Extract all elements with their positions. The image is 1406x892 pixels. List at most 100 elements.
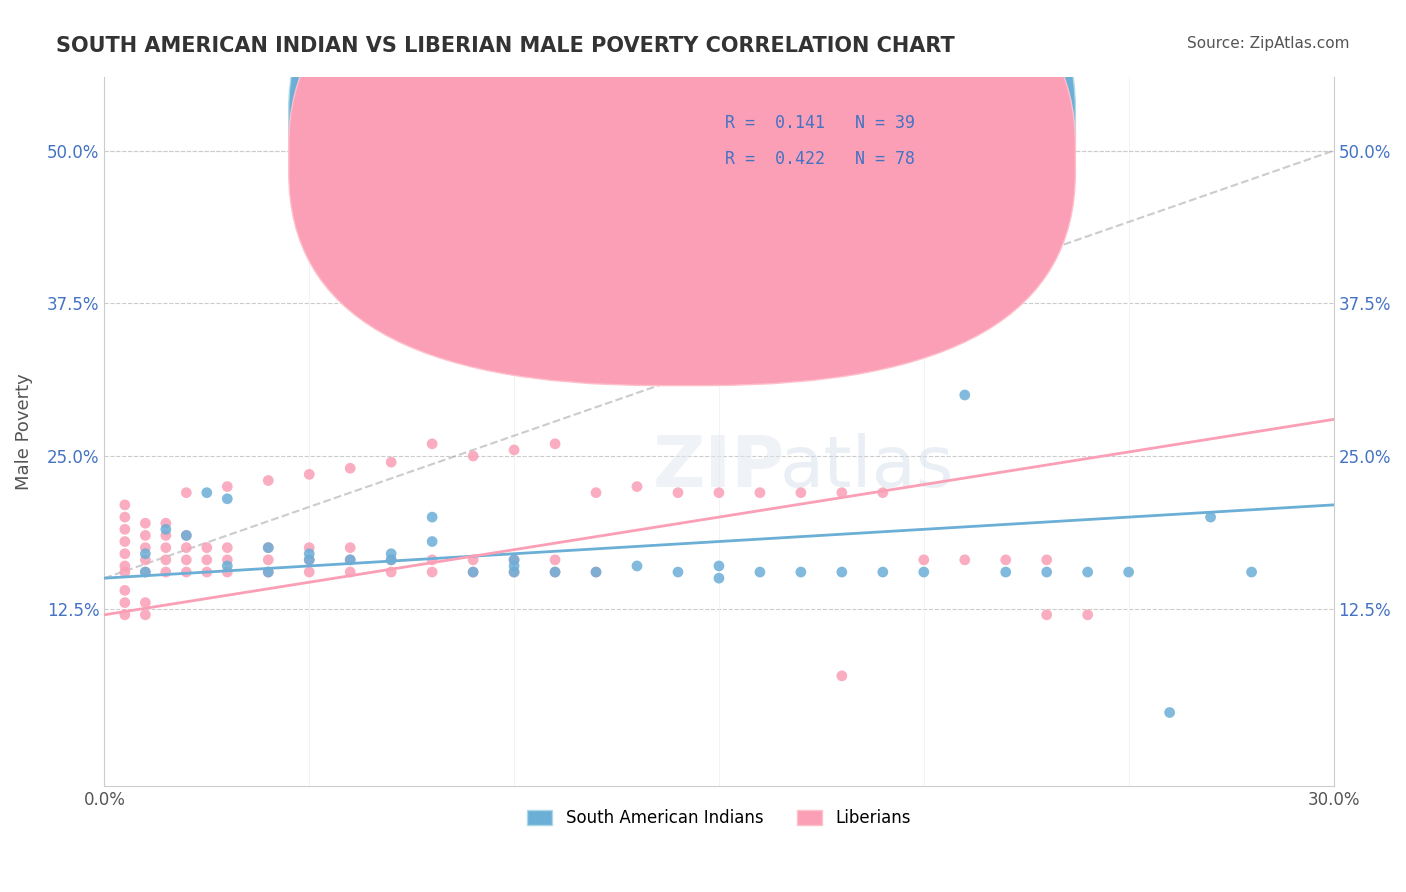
Text: Source: ZipAtlas.com: Source: ZipAtlas.com (1187, 36, 1350, 51)
Point (380, 553, 402, 567)
Point (217, 553, 239, 567)
Point (155, 553, 177, 567)
Point (707, 571, 730, 585)
Point (134, 547, 156, 561)
Point (176, 528, 198, 542)
Point (134, 528, 156, 542)
Point (195, 485, 218, 500)
Point (503, 565, 526, 579)
Point (114, 596, 136, 610)
Point (707, 558, 730, 573)
Text: atlas: atlas (779, 433, 953, 501)
Point (114, 522, 136, 536)
Point (420, 534, 443, 549)
Point (626, 229, 648, 244)
Point (1159, 706, 1181, 720)
Point (831, 485, 853, 500)
Point (134, 565, 156, 579)
Point (420, 437, 443, 451)
Text: R =  0.422   N = 78: R = 0.422 N = 78 (725, 150, 915, 168)
Point (114, 510, 136, 524)
Point (872, 485, 894, 500)
Point (790, 485, 813, 500)
Point (298, 547, 321, 561)
Point (912, 553, 935, 567)
Point (1035, 553, 1057, 567)
Point (1035, 565, 1057, 579)
Point (831, 565, 853, 579)
Text: SOUTH AMERICAN INDIAN VS LIBERIAN MALE POVERTY CORRELATION CHART: SOUTH AMERICAN INDIAN VS LIBERIAN MALE P… (56, 36, 955, 55)
Point (257, 565, 280, 579)
Point (134, 596, 156, 610)
Point (195, 541, 218, 555)
Point (155, 565, 177, 579)
Point (994, 565, 1017, 579)
Point (1118, 565, 1140, 579)
Point (339, 541, 361, 555)
Point (134, 541, 156, 555)
Point (155, 541, 177, 555)
Point (176, 528, 198, 542)
Point (380, 565, 402, 579)
Point (503, 553, 526, 567)
Point (585, 565, 607, 579)
Point (748, 565, 770, 579)
Point (114, 607, 136, 622)
Point (114, 565, 136, 579)
Point (155, 522, 177, 536)
Legend: South American Indians, Liberians: South American Indians, Liberians (520, 803, 917, 834)
Point (339, 461, 361, 475)
Point (994, 553, 1017, 567)
Point (298, 565, 321, 579)
Point (626, 558, 648, 573)
Point (544, 437, 567, 451)
Point (217, 558, 239, 573)
Point (790, 565, 813, 579)
Point (461, 565, 484, 579)
Point (339, 553, 361, 567)
Point (503, 558, 526, 573)
FancyBboxPatch shape (288, 0, 1076, 351)
Point (503, 553, 526, 567)
Point (155, 516, 177, 531)
Point (1240, 565, 1263, 579)
Point (461, 449, 484, 463)
Y-axis label: Male Poverty: Male Poverty (15, 373, 32, 490)
Point (626, 479, 648, 493)
Point (420, 510, 443, 524)
Point (114, 547, 136, 561)
Point (503, 442, 526, 457)
Point (339, 565, 361, 579)
Text: R =  0.141   N = 39: R = 0.141 N = 39 (725, 114, 915, 133)
Point (257, 474, 280, 488)
Point (257, 541, 280, 555)
Point (666, 565, 689, 579)
Point (707, 485, 730, 500)
Point (1199, 510, 1222, 524)
Point (420, 553, 443, 567)
Point (461, 553, 484, 567)
Point (176, 485, 198, 500)
Point (114, 534, 136, 549)
Point (748, 485, 770, 500)
Point (420, 565, 443, 579)
Point (134, 565, 156, 579)
Point (1077, 607, 1099, 622)
Point (953, 553, 976, 567)
Point (912, 565, 935, 579)
Point (1077, 565, 1099, 579)
FancyBboxPatch shape (288, 0, 1076, 385)
Point (380, 455, 402, 469)
Point (176, 565, 198, 579)
Point (257, 541, 280, 555)
Point (1035, 607, 1057, 622)
Point (380, 547, 402, 561)
Point (831, 669, 853, 683)
Point (114, 558, 136, 573)
Point (585, 565, 607, 579)
FancyBboxPatch shape (633, 92, 1026, 198)
Point (298, 541, 321, 555)
Point (114, 498, 136, 512)
Point (544, 565, 567, 579)
Point (503, 565, 526, 579)
